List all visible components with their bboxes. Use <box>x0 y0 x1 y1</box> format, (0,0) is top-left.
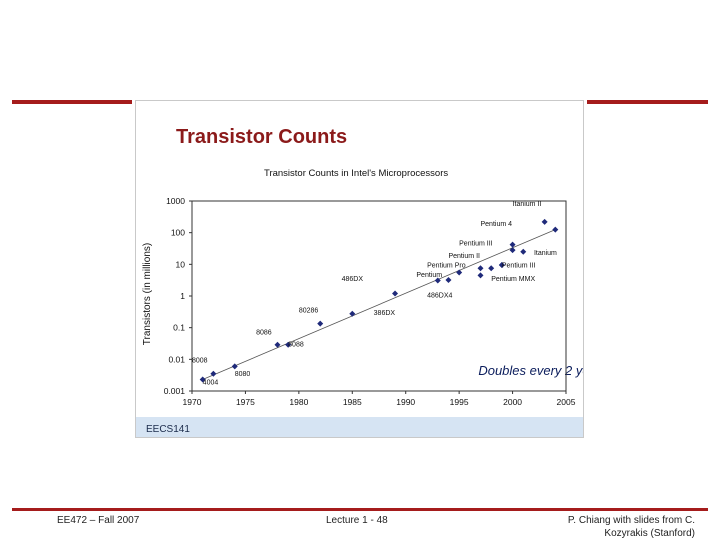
x-tick-label: 2005 <box>557 397 576 407</box>
data-point <box>456 269 463 276</box>
tag-band <box>136 417 583 437</box>
transistor-chart-image: Transistor Counts Transistor Counts in I… <box>135 100 584 438</box>
data-point <box>231 363 238 370</box>
point-label: 8088 <box>288 342 304 349</box>
header-rule-left <box>12 100 132 104</box>
data-point <box>509 241 516 248</box>
data-point <box>285 341 292 348</box>
data-point <box>509 247 516 254</box>
data-point <box>498 262 505 269</box>
footer-rule <box>12 508 708 511</box>
data-point <box>349 310 356 317</box>
y-tick-label: 1 <box>180 291 185 301</box>
image-tag: EECS141 <box>146 424 190 435</box>
point-label: Pentium MMX <box>491 276 535 283</box>
y-tick-label: 0.01 <box>168 354 185 364</box>
data-point <box>477 265 484 272</box>
footer-credit-line1: P. Chiang with slides from C. <box>567 515 695 526</box>
point-label: 8080 <box>235 371 251 378</box>
data-point <box>552 226 559 233</box>
footer-lecture: Lecture 1 - 48 <box>326 515 388 526</box>
data-point <box>541 218 548 225</box>
point-label: 486DX4 <box>427 292 452 299</box>
data-point <box>445 277 452 284</box>
point-label: Pentium Pro <box>427 262 466 269</box>
point-label: Pentium III <box>502 262 536 269</box>
data-point <box>392 290 399 297</box>
point-label: Itanium II <box>513 201 542 208</box>
y-axis-label: Transistors (in millions) <box>142 243 153 345</box>
data-point <box>488 265 495 272</box>
y-tick-label: 100 <box>171 228 185 238</box>
point-label: Pentium III <box>459 240 493 247</box>
data-point <box>434 277 441 284</box>
y-tick-label: 0.1 <box>173 323 185 333</box>
footer-credit: P. Chiang with slides from C. Kozyrakis … <box>560 514 695 540</box>
data-point <box>210 370 217 377</box>
footer-credit-line2: Kozyrakis (Stanford) <box>604 528 695 539</box>
point-label: Pentium 4 <box>481 221 513 228</box>
y-tick-label: 1000 <box>166 196 185 206</box>
point-label: 80286 <box>299 308 319 315</box>
point-label: Pentium <box>416 272 442 279</box>
x-tick-label: 1970 <box>183 397 202 407</box>
point-label: Pentium II <box>448 253 480 260</box>
plot-area: 0.001 0.01 0.1 1 10 100 1000 1970 1975 1980 1985 19… <box>164 196 576 407</box>
data-point <box>477 272 484 279</box>
x-tick-label: 1990 <box>396 397 415 407</box>
point-label: 8086 <box>256 330 272 337</box>
trend-line <box>202 229 556 380</box>
y-tick-label: 0.001 <box>164 386 186 396</box>
doubling-annotation: Doubles every 2 years <box>478 363 584 378</box>
data-point <box>274 341 281 348</box>
x-tick-label: 1980 <box>289 397 308 407</box>
data-point <box>317 320 324 327</box>
footer-course: EE472 – Fall 2007 <box>57 515 140 526</box>
x-tick-label: 2000 <box>503 397 522 407</box>
point-label: Itanium <box>534 250 557 257</box>
chart-title: Transistor Counts in Intel's Microproces… <box>264 168 448 179</box>
point-label: 386DX <box>374 310 396 317</box>
data-point <box>520 248 527 255</box>
point-label: 486DX <box>342 276 364 283</box>
chart-svg: Transistor Counts Transistor Counts in I… <box>136 126 584 437</box>
point-label: 8008 <box>192 357 208 364</box>
x-tick-label: 1985 <box>343 397 362 407</box>
point-label: 4004 <box>203 380 219 387</box>
image-title: Transistor Counts <box>176 126 347 148</box>
data-point <box>199 376 206 383</box>
x-tick-label: 1995 <box>450 397 469 407</box>
header-rule-right <box>587 100 708 104</box>
x-tick-label: 1975 <box>236 397 255 407</box>
y-tick-label: 10 <box>176 259 186 269</box>
